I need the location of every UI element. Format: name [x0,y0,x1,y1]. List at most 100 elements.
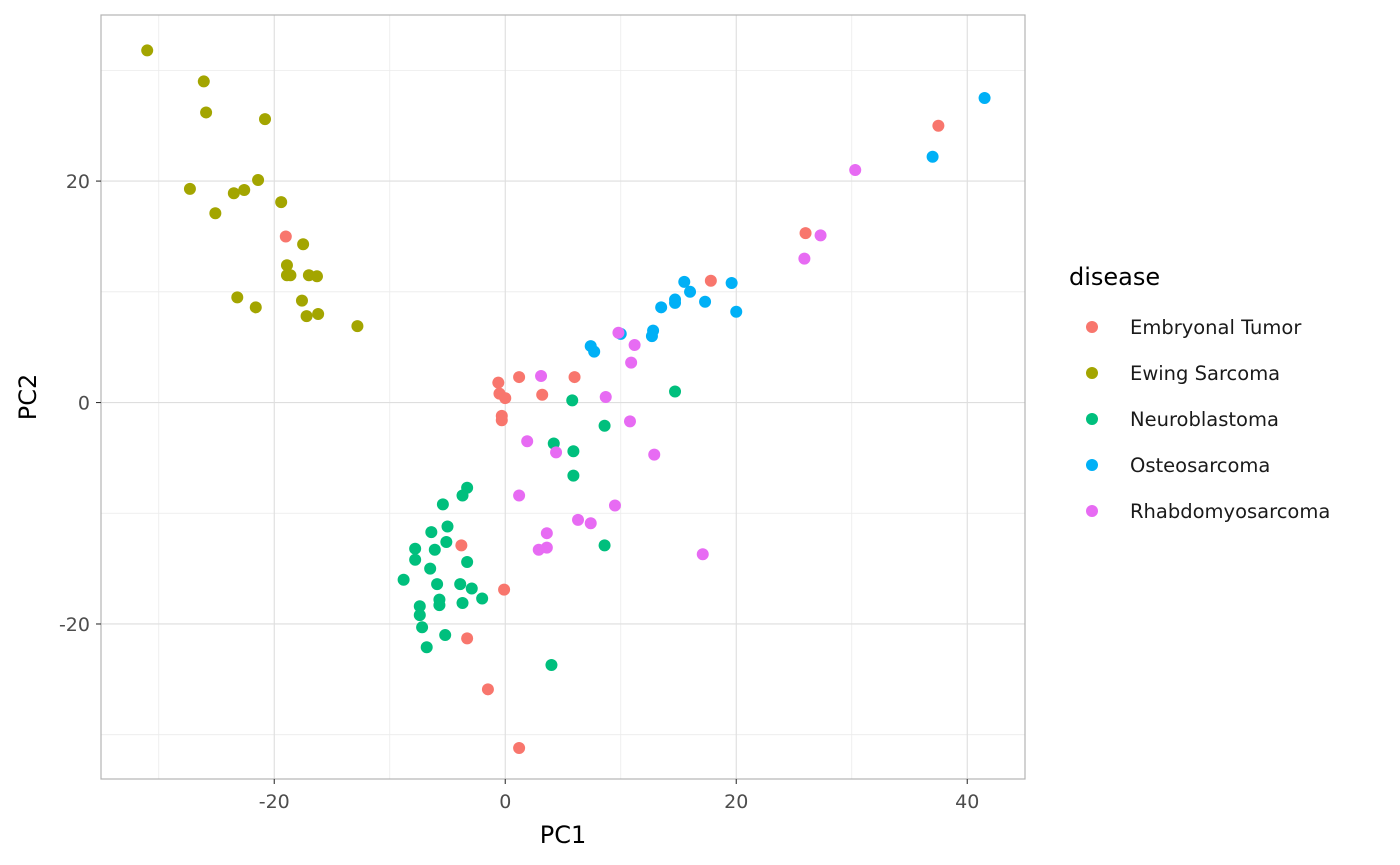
data-point [568,371,581,384]
data-point [567,445,580,458]
data-point [932,119,945,132]
data-point [567,469,580,482]
data-point [678,275,691,288]
data-point [535,369,548,382]
data-point [645,330,658,343]
data-point [545,658,558,671]
data-point [926,150,939,163]
data-point [428,543,441,556]
data-point [798,252,811,265]
data-point [481,683,494,696]
data-point [279,230,292,243]
data-point [814,229,827,242]
data-point [492,376,505,389]
data-point [536,388,549,401]
data-point [409,542,422,555]
y-axis-ticks: -20 0 20 [59,171,101,636]
legend-label: Rhabdomyosarcoma [1130,500,1330,523]
legend-label: Osteosarcoma [1130,454,1270,477]
data-point [454,578,467,591]
legend-title: disease [1069,263,1160,291]
data-point [608,499,621,512]
data-point [599,391,612,403]
x-tick-label: -20 [259,791,290,813]
data-point [295,294,308,307]
data-point [409,553,422,566]
data-point [431,578,444,591]
data-point [297,238,310,251]
data-point [461,632,474,645]
x-tick-label: 20 [724,791,748,813]
data-point [598,419,611,432]
data-point [439,629,452,642]
data-point [465,582,478,595]
legend-label: Ewing Sarcoma [1130,362,1280,385]
data-point [476,592,489,605]
series-points [279,119,945,754]
data-point [725,276,738,289]
data-point [655,301,668,314]
data-point [498,583,511,596]
legend-key [1086,413,1098,425]
data-point [628,338,641,351]
data-point [310,270,323,283]
x-axis-ticks: -20 0 20 40 [259,779,979,813]
data-point [209,207,222,220]
y-axis-title: PC2 [14,374,42,421]
data-point [433,599,446,612]
series-points [141,44,364,333]
data-point [238,183,251,196]
legend-key [1086,321,1098,333]
data-point [231,291,244,304]
data-point [456,489,469,502]
plot-border [100,14,1026,780]
legend: disease Embryonal Tumor Ewing Sarcoma Neur… [1069,263,1330,523]
data-point [300,310,313,323]
data-point [696,548,709,561]
legend-items: Embryonal Tumor Ewing Sarcoma Neuroblastom… [1086,316,1330,523]
data-point [584,517,597,530]
series-points [584,92,991,358]
data-point [284,269,297,282]
data-point [413,600,426,613]
y-tick-label: -20 [59,614,90,636]
data-point [183,182,196,195]
data-point [425,526,438,539]
data-point [730,305,743,318]
data-point [648,448,661,461]
data-point [625,356,638,369]
data-point [249,301,262,314]
x-tick-label: 40 [955,791,979,813]
data-point [978,92,991,105]
legend-key [1086,505,1098,517]
data-point [495,414,508,427]
major-gridlines [101,15,1025,779]
data-point [397,573,410,586]
data-point [416,621,429,634]
data-point [704,274,717,287]
data-point [141,44,154,57]
legend-label: Embryonal Tumor [1130,316,1302,339]
data-point [513,489,526,502]
data-point [566,394,579,407]
x-tick-label: 0 [499,791,511,813]
data-point [588,345,601,358]
data-point [461,555,474,568]
data-points [141,44,991,754]
plot-panel [101,15,1025,779]
data-point [200,106,213,119]
data-point [572,513,585,526]
data-point [252,173,265,186]
legend-key [1086,459,1098,471]
data-point [669,296,682,309]
data-point [275,196,288,209]
y-tick-label: 0 [78,393,90,415]
data-point [259,113,272,126]
data-point [197,75,210,88]
data-point [420,641,433,654]
data-point [436,498,449,511]
data-point [413,609,426,622]
data-point [521,435,534,448]
series-points [397,385,682,671]
data-point [699,295,712,308]
